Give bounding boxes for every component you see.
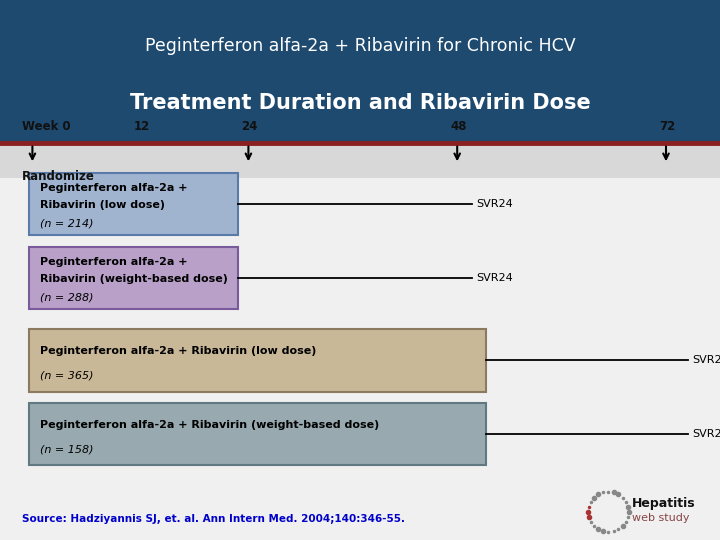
Bar [29, 173, 238, 235]
Text: SVR24: SVR24 [693, 429, 720, 440]
Text: Peginterferon alfa-2a + Ribavirin (low dose): Peginterferon alfa-2a + Ribavirin (low d… [40, 346, 316, 356]
Text: Peginterferon alfa-2a +: Peginterferon alfa-2a + [40, 257, 187, 267]
Text: 48: 48 [450, 120, 467, 133]
Text: 12: 12 [133, 120, 150, 133]
Text: web study: web study [632, 514, 690, 523]
Text: Peginterferon alfa-2a + Ribavirin for Chronic HCV: Peginterferon alfa-2a + Ribavirin for Ch… [145, 37, 575, 55]
Bar [29, 247, 238, 309]
Text: Source: Hadziyannis SJ, et. al. Ann Intern Med. 2004;140:346-55.: Source: Hadziyannis SJ, et. al. Ann Inte… [22, 515, 405, 524]
Text: Ribavirin (low dose): Ribavirin (low dose) [40, 200, 165, 210]
Bar [0, 143, 720, 178]
Text: Ribavirin (weight-based dose): Ribavirin (weight-based dose) [40, 274, 228, 284]
Text: Hepatitis: Hepatitis [632, 497, 696, 510]
Text: 24: 24 [241, 120, 258, 133]
Text: Peginterferon alfa-2a + Ribavirin (weight-based dose): Peginterferon alfa-2a + Ribavirin (weigh… [40, 420, 379, 430]
Text: (n = 288): (n = 288) [40, 293, 93, 303]
Text: 72: 72 [659, 120, 675, 133]
Text: SVR24: SVR24 [477, 273, 513, 283]
Text: Treatment Duration and Ribavirin Dose: Treatment Duration and Ribavirin Dose [130, 93, 590, 113]
Text: Peginterferon alfa-2a +: Peginterferon alfa-2a + [40, 183, 187, 193]
Text: (n = 365): (n = 365) [40, 371, 93, 381]
Text: Randomize: Randomize [22, 170, 94, 183]
Bar [0, 0, 720, 143]
Text: (n = 158): (n = 158) [40, 445, 93, 455]
Text: Week 0: Week 0 [22, 120, 71, 133]
Bar [29, 329, 486, 392]
Text: (n = 214): (n = 214) [40, 219, 93, 229]
Text: SVR24: SVR24 [477, 199, 513, 209]
Bar [29, 403, 486, 465]
Text: SVR24: SVR24 [693, 355, 720, 366]
